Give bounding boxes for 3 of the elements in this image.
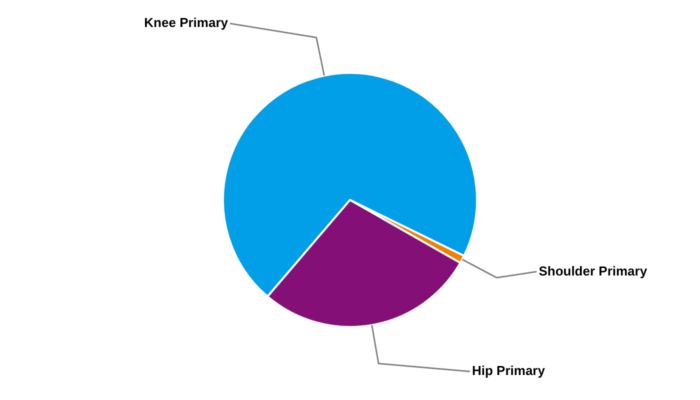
slice-label: Knee Primary	[144, 15, 229, 30]
slice-label: Shoulder Primary	[538, 263, 648, 278]
slice-label: Hip Primary	[472, 363, 546, 378]
